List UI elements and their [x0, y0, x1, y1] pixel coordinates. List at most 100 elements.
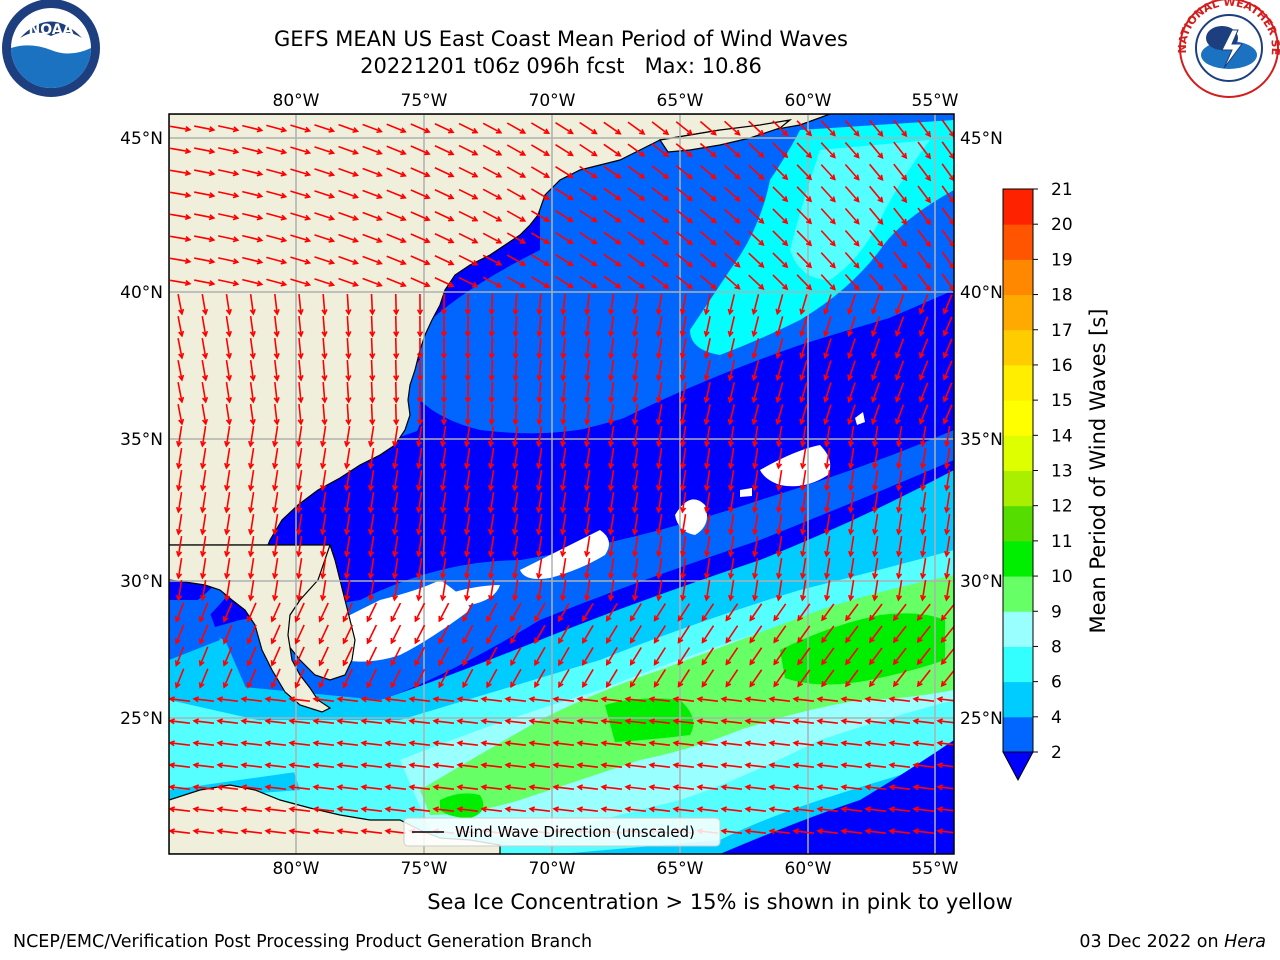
wind-arrow — [481, 786, 503, 790]
wind-arrow-head — [829, 130, 836, 137]
wind-arrow-head — [296, 462, 303, 470]
wind-arrow-head — [560, 484, 567, 492]
wind-arrow-head — [720, 696, 728, 703]
wind-arrow — [194, 147, 214, 153]
wind-arrow — [441, 425, 447, 447]
wind-arrow — [386, 255, 406, 265]
wind-arrow — [314, 278, 334, 286]
wind-arrow — [170, 235, 190, 241]
wind-arrow-head — [200, 572, 207, 580]
wind-arrow-head — [918, 374, 925, 381]
wind-arrow-head — [639, 283, 646, 289]
wind-arrow-head — [552, 806, 560, 813]
wind-arrow — [265, 786, 287, 790]
wind-arrow — [562, 359, 566, 381]
wind-arrow — [482, 166, 502, 178]
wind-arrow-head — [632, 572, 639, 580]
wind-arrow-head — [368, 528, 375, 536]
wind-arrow — [849, 535, 855, 557]
wind-arrow — [801, 469, 807, 491]
wind-arrow — [362, 167, 382, 177]
wind-arrow — [699, 186, 717, 202]
wind-arrow-head — [280, 126, 288, 133]
wind-arrow — [705, 513, 711, 535]
wind-arrow-head — [725, 659, 732, 666]
wind-arrow-head — [584, 374, 591, 382]
wind-arrow-head — [225, 374, 232, 382]
wind-arrow-head — [605, 637, 612, 644]
wind-arrow — [793, 764, 815, 768]
wind-arrow — [748, 142, 764, 158]
wind-arrow — [677, 669, 691, 687]
wind-arrow — [895, 360, 905, 380]
wind-arrow — [466, 315, 470, 337]
wind-arrow-head — [192, 828, 200, 835]
lon-tick-bottom: 65°W — [657, 859, 704, 879]
wind-arrow — [218, 191, 238, 197]
wind-arrow — [748, 274, 764, 290]
wind-arrow — [313, 830, 335, 834]
wind-arrow-head — [615, 238, 622, 245]
wind-arrow — [458, 232, 478, 244]
wind-arrow — [868, 251, 884, 269]
wind-arrow-head — [734, 217, 741, 224]
wind-arrow-head — [680, 594, 687, 602]
wind-arrow-head — [872, 462, 879, 470]
wind-arrow-head — [224, 594, 231, 602]
wind-arrow-head — [360, 784, 368, 791]
wind-arrow — [338, 233, 358, 243]
wind-arrow — [225, 447, 231, 469]
wind-arrow — [824, 338, 832, 358]
wind-arrow-head — [758, 261, 765, 268]
wind-arrow — [800, 338, 808, 358]
wind-arrow — [625, 742, 647, 746]
wind-arrow — [345, 447, 351, 469]
wind-arrow — [893, 207, 907, 225]
wind-arrow-head — [679, 396, 686, 404]
wind-arrow-head — [871, 418, 877, 425]
wind-arrow-head — [800, 528, 807, 536]
wind-arrow-head — [632, 440, 639, 448]
wind-arrow — [201, 425, 207, 447]
wind-arrow-head — [320, 462, 327, 470]
colorbar-segment — [1003, 646, 1033, 683]
wind-arrow-head — [201, 330, 209, 338]
wind-arrow — [865, 830, 887, 834]
wind-arrow — [725, 647, 739, 665]
wind-arrow — [345, 535, 351, 557]
wind-arrow — [941, 273, 954, 291]
wind-arrow — [769, 698, 791, 702]
wind-arrow-head — [360, 718, 368, 725]
wind-arrow — [225, 315, 231, 337]
wind-arrow-head — [176, 594, 183, 602]
wind-arrow-head — [584, 462, 591, 470]
wind-arrow — [390, 646, 402, 666]
no-data-7 — [855, 412, 865, 425]
wind-arrow — [873, 447, 879, 469]
wind-arrow-head — [369, 309, 376, 316]
wind-arrow-head — [536, 331, 543, 338]
wind-arrow-head — [368, 550, 375, 558]
wind-arrow-head — [629, 681, 636, 688]
wind-arrow — [433, 720, 455, 724]
wind-arrow — [777, 491, 783, 513]
wind-arrow — [705, 491, 711, 513]
wind-arrow-head — [280, 258, 288, 265]
colorbar-segment — [1003, 329, 1033, 366]
wind-arrow-head — [304, 192, 312, 199]
wind-arrow-head — [246, 638, 253, 645]
wind-arrow-head — [888, 762, 896, 769]
wind-arrow — [529, 720, 551, 724]
wind-arrow — [169, 698, 191, 702]
wind-arrow — [943, 382, 953, 402]
wind-arrow — [609, 315, 615, 337]
wind-arrow-head — [232, 280, 240, 287]
wind-arrow-head — [615, 282, 622, 289]
wind-arrow — [873, 557, 879, 579]
wind-arrow — [681, 382, 687, 402]
wind-arrow — [555, 122, 573, 134]
wind-arrow — [369, 425, 375, 447]
map-legend: Wind Wave Direction (unscaled) — [403, 817, 721, 847]
wind-arrow — [274, 293, 278, 315]
wind-arrow — [941, 625, 954, 643]
